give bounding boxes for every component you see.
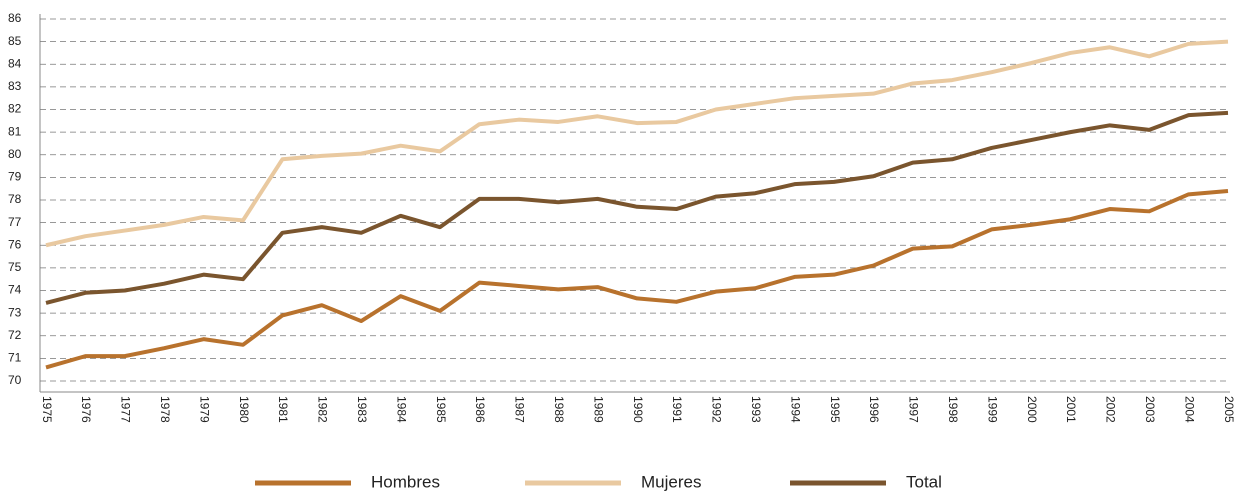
x-tick-label: 1981 — [276, 396, 290, 423]
y-tick-label: 84 — [8, 56, 22, 70]
line-series — [45, 188, 1229, 370]
x-tick-label: 1983 — [355, 396, 369, 423]
x-tick-label: 1997 — [907, 396, 921, 423]
line-series — [45, 110, 1229, 305]
x-tick-label: 1982 — [316, 396, 330, 423]
y-tick-label: 83 — [8, 79, 22, 93]
x-tick-label: 1998 — [946, 396, 960, 423]
x-tick-label: 2005 — [1222, 396, 1234, 423]
x-tick-label: 1996 — [867, 396, 881, 423]
x-tick-label: 1993 — [749, 396, 763, 423]
x-tick-label: 1992 — [710, 396, 724, 423]
legend-label: Mujeres — [641, 472, 701, 491]
y-tick-label: 82 — [8, 102, 22, 116]
y-tick-label: 75 — [8, 260, 22, 274]
y-tick-label: 81 — [8, 124, 22, 138]
x-tick-label: 2000 — [1025, 396, 1039, 423]
y-tick-label: 79 — [8, 170, 22, 184]
x-tick-label: 2004 — [1182, 396, 1196, 423]
x-tick-label: 1977 — [119, 396, 133, 423]
x-tick-label: 1994 — [788, 396, 802, 423]
x-tick-label: 1986 — [473, 396, 487, 423]
x-tick-label: 1988 — [552, 396, 566, 423]
y-tick-label: 85 — [8, 34, 22, 48]
x-tick-label: 1989 — [591, 396, 605, 423]
x-tick-label: 1984 — [394, 396, 408, 423]
x-tick-label: 1978 — [158, 396, 172, 423]
x-tick-label: 1975 — [40, 396, 54, 423]
y-tick-label: 71 — [8, 351, 22, 365]
y-tick-label: 77 — [8, 215, 22, 229]
x-tick-label: 2002 — [1104, 396, 1118, 423]
legend-label: Total — [906, 472, 942, 491]
y-tick-label: 72 — [8, 328, 22, 342]
y-tick-label: 70 — [8, 373, 22, 387]
line-series — [45, 39, 1229, 248]
y-tick-label: 80 — [8, 147, 22, 161]
x-tick-label: 1980 — [237, 396, 251, 423]
x-tick-label: 1991 — [670, 396, 684, 423]
x-tick-label: 1999 — [985, 396, 999, 423]
x-tick-label: 1987 — [513, 396, 527, 423]
x-tick-label: 1990 — [631, 396, 645, 423]
x-tick-label: 1995 — [828, 396, 842, 423]
x-tick-label: 2001 — [1064, 396, 1078, 423]
x-tick-label: 1979 — [197, 396, 211, 423]
y-tick-label: 73 — [8, 305, 22, 319]
legend-label: Hombres — [371, 472, 440, 491]
y-tick-label: 76 — [8, 237, 22, 251]
y-tick-label: 78 — [8, 192, 22, 206]
y-tick-label: 86 — [8, 11, 22, 25]
x-tick-label: 1976 — [79, 396, 93, 423]
x-tick-label: 1985 — [434, 396, 448, 423]
x-tick-label: 2003 — [1143, 396, 1157, 423]
y-tick-label: 74 — [8, 283, 22, 297]
